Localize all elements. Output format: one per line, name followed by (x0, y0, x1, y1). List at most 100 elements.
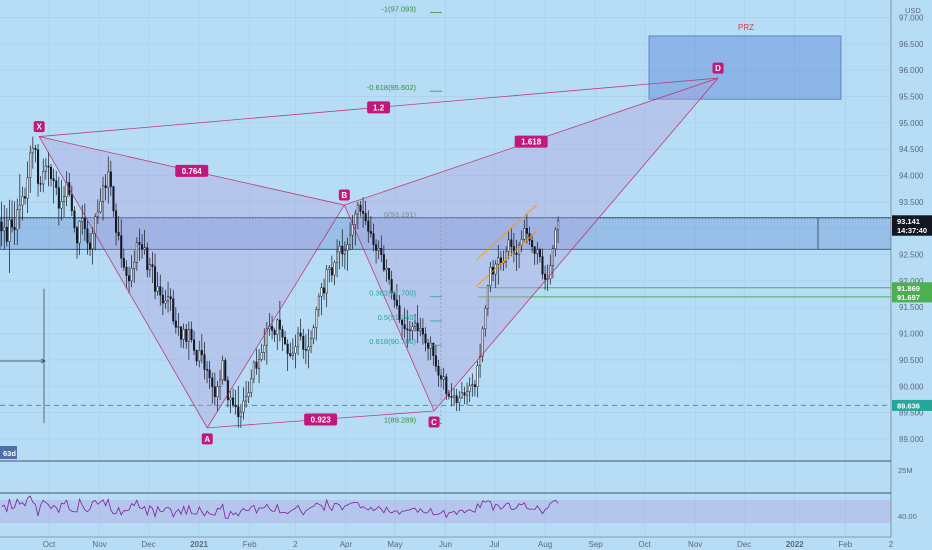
candle-body[interactable] (302, 335, 305, 350)
candle-body[interactable] (479, 355, 482, 366)
candle-body[interactable] (476, 365, 479, 388)
candle-body[interactable] (8, 219, 11, 242)
candle-body[interactable] (187, 329, 190, 342)
candle-body[interactable] (102, 185, 105, 202)
candle-body[interactable] (133, 262, 136, 269)
candle-body[interactable] (37, 149, 40, 184)
candle-body[interactable] (203, 354, 206, 370)
candle-body[interactable] (195, 350, 198, 362)
candle-body[interactable] (518, 244, 521, 255)
candle-body[interactable] (146, 247, 149, 271)
candle-body[interactable] (380, 247, 383, 255)
candle-body[interactable] (265, 328, 268, 346)
candle-body[interactable] (0, 221, 3, 232)
candle-body[interactable] (216, 386, 219, 398)
candle-body[interactable] (468, 385, 471, 392)
candle-body[interactable] (135, 242, 138, 263)
candle-body[interactable] (34, 147, 37, 150)
candle-body[interactable] (39, 183, 42, 185)
candle-body[interactable] (330, 267, 333, 276)
candle-body[interactable] (455, 395, 458, 403)
candle-body[interactable] (76, 227, 79, 244)
candle-body[interactable] (109, 171, 112, 187)
candle-body[interactable] (229, 397, 232, 401)
candle-body[interactable] (382, 254, 385, 271)
candle-body[interactable] (193, 339, 196, 351)
candle-body[interactable] (141, 244, 144, 250)
candle-body[interactable] (471, 384, 474, 386)
candle-body[interactable] (414, 322, 417, 327)
candle-body[interactable] (112, 186, 115, 212)
candle-body[interactable] (255, 361, 258, 369)
candle-body[interactable] (130, 268, 133, 282)
candle-body[interactable] (224, 360, 227, 381)
candle-body[interactable] (219, 379, 222, 388)
candle-body[interactable] (78, 221, 81, 244)
candle-body[interactable] (312, 327, 315, 339)
candle-body[interactable] (70, 194, 73, 212)
candle-body[interactable] (484, 308, 487, 330)
candle-body[interactable] (525, 227, 528, 234)
candle-body[interactable] (52, 178, 55, 182)
candle-body[interactable] (208, 369, 211, 379)
candle-body[interactable] (538, 249, 541, 257)
candle-body[interactable] (398, 305, 401, 321)
candle-body[interactable] (349, 234, 352, 245)
candle-body[interactable] (55, 180, 58, 188)
candle-body[interactable] (325, 269, 328, 294)
candle-body[interactable] (18, 204, 21, 211)
candle-body[interactable] (273, 330, 276, 335)
candle-body[interactable] (232, 397, 235, 406)
candle-body[interactable] (362, 211, 365, 214)
candle-body[interactable] (174, 320, 177, 328)
candle-body[interactable] (463, 392, 466, 396)
candle-body[interactable] (408, 329, 411, 331)
candle-body[interactable] (226, 380, 229, 401)
candle-body[interactable] (3, 226, 6, 232)
candle-body[interactable] (81, 217, 84, 222)
candle-body[interactable] (354, 213, 357, 225)
candle-body[interactable] (190, 329, 193, 341)
candle-body[interactable] (429, 342, 432, 349)
candle-body[interactable] (260, 352, 263, 360)
candle-body[interactable] (24, 196, 27, 199)
candle-body[interactable] (507, 239, 510, 252)
candle-body[interactable] (57, 187, 60, 209)
candle-body[interactable] (276, 319, 279, 335)
candle-body[interactable] (453, 395, 456, 398)
candle-body[interactable] (515, 252, 518, 255)
candle-body[interactable] (284, 337, 287, 345)
candle-body[interactable] (237, 406, 240, 418)
candle-body[interactable] (299, 332, 302, 337)
candle-body[interactable] (117, 232, 120, 236)
candle-body[interactable] (65, 182, 68, 197)
candle-body[interactable] (198, 350, 201, 362)
candle-body[interactable] (343, 250, 346, 255)
candle-body[interactable] (323, 287, 326, 294)
candle-body[interactable] (310, 338, 313, 347)
candle-body[interactable] (148, 264, 151, 271)
candle-body[interactable] (250, 378, 253, 393)
candlesticks[interactable] (0, 136, 560, 428)
candle-body[interactable] (211, 377, 214, 388)
candle-body[interactable] (406, 328, 409, 331)
candle-body[interactable] (96, 211, 99, 217)
candle-body[interactable] (63, 196, 66, 202)
candle-body[interactable] (481, 328, 484, 357)
candle-body[interactable] (388, 268, 391, 280)
candle-body[interactable] (151, 264, 154, 267)
candle-body[interactable] (450, 396, 453, 398)
candle-body[interactable] (364, 213, 367, 222)
candle-body[interactable] (434, 355, 437, 367)
candle-body[interactable] (125, 266, 128, 276)
candle-body[interactable] (13, 226, 16, 231)
candle-body[interactable] (416, 322, 419, 332)
candle-body[interactable] (531, 240, 534, 247)
candle-body[interactable] (445, 376, 448, 394)
candle-body[interactable] (156, 286, 159, 292)
candle-body[interactable] (320, 287, 323, 297)
candle-body[interactable] (367, 220, 370, 232)
candle-body[interactable] (245, 396, 248, 402)
candle-body[interactable] (294, 346, 297, 354)
